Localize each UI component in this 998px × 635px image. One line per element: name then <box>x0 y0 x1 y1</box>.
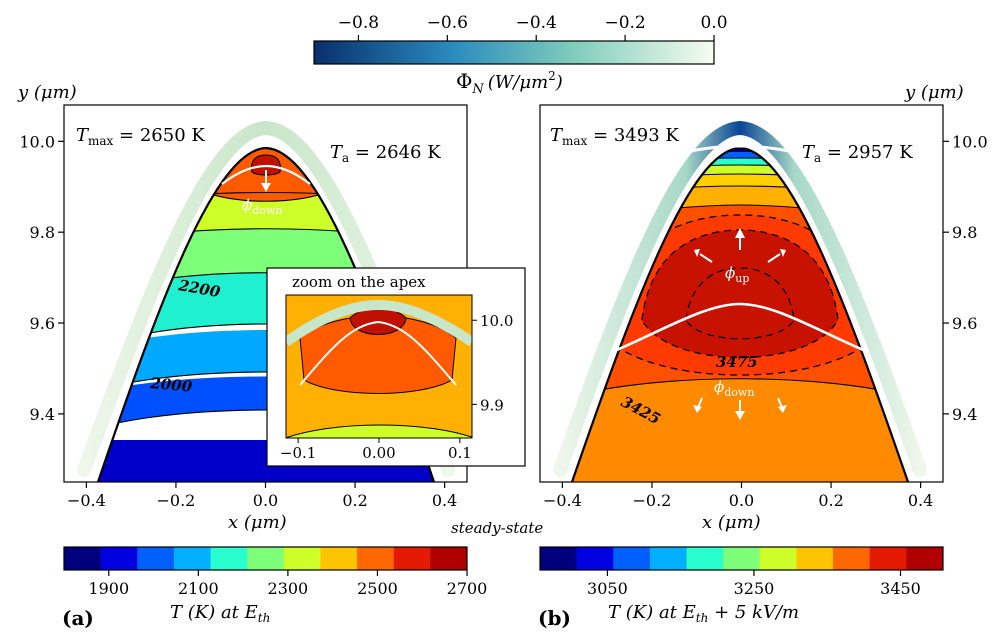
top-colorbar-tick-label: 0.0 <box>700 13 727 33</box>
inset-ytick-label: 9.9 <box>480 396 504 414</box>
panel-b-ylabel: y (μm) <box>904 82 964 103</box>
panel-a-ytick-label: 10.0 <box>19 132 55 151</box>
top-colorbar-tick-label: −0.8 <box>338 13 379 33</box>
panel-b-phi-down-label: ϕdown <box>714 378 754 399</box>
inset-xtick-label: 0.1 <box>448 444 472 462</box>
panel-a-colorbar-segment <box>357 547 395 570</box>
panel-a-xtick-label: 0.0 <box>253 491 278 510</box>
panel-a-phi-down-label: ϕdown <box>242 196 282 217</box>
panel-b-tmax: Tmax = 3493 K <box>550 125 679 148</box>
panel-a-ytick-label: 9.4 <box>30 405 55 424</box>
panel-b-colorbar-segment <box>796 547 834 570</box>
steady-state-label: steady-state <box>451 519 543 537</box>
panel-a-colorbar-segment <box>320 547 358 570</box>
panel-a-xtick-label: −0.2 <box>157 491 196 510</box>
panel-b-flux-band <box>553 120 927 477</box>
panel-b-contour-label-1: 3475 <box>716 353 758 371</box>
panel-a-colorbar-segment <box>430 547 468 570</box>
panel-a-colorbar-segment <box>100 547 138 570</box>
panel-a-ytick-label: 9.8 <box>30 223 55 242</box>
panel-a-xtick-label: 0.2 <box>342 491 367 510</box>
inset-xtick-label: −0.1 <box>280 444 316 462</box>
panel-a-colorbar-tick-label: 2700 <box>447 579 488 598</box>
panel-a-inset: zoom on the apex −0.1 0.00 0.1 10.0 9.9 <box>266 267 526 467</box>
panel-b: y (μm) <box>538 82 988 630</box>
panel-a: y (μm) <box>17 82 526 630</box>
panel-a-colorbar-segment <box>247 547 285 570</box>
panel-b-colorbar-segment <box>869 547 907 570</box>
panel-b-colorbar-segment <box>906 547 944 570</box>
panel-a-tag: (a) <box>62 606 94 630</box>
panel-b-colorbar-segment <box>576 547 614 570</box>
panel-b-colorbar-tick-label: 3250 <box>734 579 775 598</box>
panel-b-xtick-label: 0.4 <box>908 491 933 510</box>
panel-b-xtick-label: 0.2 <box>818 491 843 510</box>
panel-b-colorbar-segment <box>649 547 687 570</box>
panel-b-xtick-label: −0.2 <box>633 491 672 510</box>
panel-a-colorbar-segment <box>173 547 211 570</box>
top-colorbar-tick-label: −0.6 <box>427 13 468 33</box>
panel-b-tag: (b) <box>538 606 571 630</box>
panel-a-colorbar-tick-label: 2500 <box>357 579 398 598</box>
panel-a-colorbar-segment <box>210 547 248 570</box>
panel-a-contour-label-2: 2000 <box>149 374 194 396</box>
top-colorbar: −0.8 −0.6 −0.4 −0.2 0.0 ΦN (W/μm2) <box>313 13 728 97</box>
panel-b-colorbar-segment <box>833 547 871 570</box>
panel-a-colorbar-segment <box>393 547 431 570</box>
panel-b-ta: Ta = 2957 K <box>802 142 913 165</box>
panel-b-colorbar-segment <box>686 547 724 570</box>
panel-a-colorbar-tick-label: 1900 <box>88 579 129 598</box>
panel-b-ytick-label: 9.4 <box>952 405 977 424</box>
inset-xtick-label: 0.00 <box>362 444 395 462</box>
top-colorbar-label: ΦN (W/μm2) <box>456 69 563 97</box>
panel-b-colorbar-segment <box>723 547 761 570</box>
panel-b-colorbar-segment <box>540 547 578 570</box>
panel-a-colorbar-segment <box>283 547 321 570</box>
top-colorbar-tick-label: −0.4 <box>516 13 557 33</box>
panel-a-colorbar: 1900 2100 2300 2500 2700 T (K) at Eth <box>63 546 488 625</box>
panel-a-ylabel: y (μm) <box>17 82 77 103</box>
panel-b-phi-up-label: ϕup <box>725 264 749 285</box>
panel-b-colorbar: 3050 3250 3450 T (K) at Eth + 5 kV/m <box>539 546 944 625</box>
panel-a-colorbar-segment <box>137 547 175 570</box>
panel-b-colorbar-segment <box>613 547 651 570</box>
panel-a-colorbar-segment <box>64 547 102 570</box>
panel-b-colorbar-label: T (K) at Eth + 5 kV/m <box>608 602 799 625</box>
panel-b-ytick-label: 10.0 <box>952 132 988 151</box>
panel-a-colorbar-tick-label: 2300 <box>268 579 309 598</box>
inset-ytick-label: 10.0 <box>480 312 513 330</box>
panel-a-xtick-label: −0.4 <box>67 491 106 510</box>
panel-b-colorbar-segment <box>759 547 797 570</box>
panel-b-colorbar-tick-label: 3450 <box>880 579 921 598</box>
panel-a-tmax: Tmax = 2650 K <box>76 125 205 148</box>
panel-a-xlabel: x (μm) <box>228 512 287 533</box>
panel-a-ta: Ta = 2646 K <box>330 142 441 165</box>
panel-a-xtick-label: 0.4 <box>432 491 457 510</box>
panel-a-colorbar-tick-label: 2100 <box>178 579 219 598</box>
panel-b-xtick-label: −0.4 <box>543 491 582 510</box>
inset-title: zoom on the apex <box>292 273 426 291</box>
panel-b-ytick-label: 9.6 <box>952 314 977 333</box>
panel-b-colorbar-tick-label: 3050 <box>587 579 628 598</box>
panel-a-colorbar-label: T (K) at Eth <box>170 602 270 625</box>
panel-b-xtick-label: 0.0 <box>729 491 754 510</box>
panel-b-ytick-label: 9.8 <box>952 223 977 242</box>
top-colorbar-tick-label: −0.2 <box>604 13 645 33</box>
panel-b-xlabel: x (μm) <box>702 512 761 533</box>
panel-a-ytick-label: 9.6 <box>30 314 55 333</box>
